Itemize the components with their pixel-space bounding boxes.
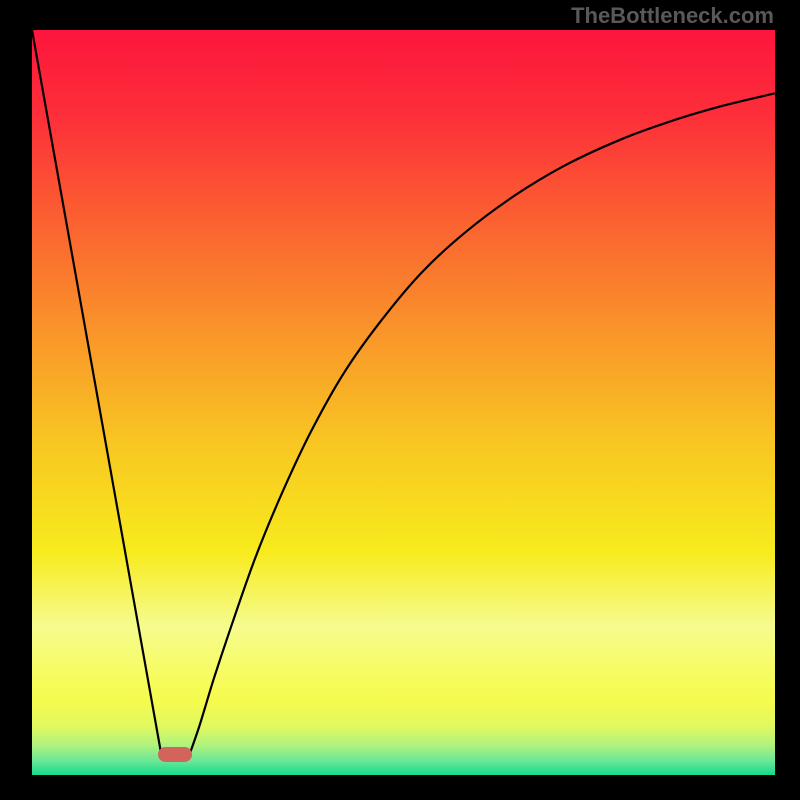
chart-container: { "chart": { "type": "line", "dimensions… xyxy=(0,0,800,800)
plot-area xyxy=(32,30,775,775)
curve-right xyxy=(188,93,775,758)
optimal-marker xyxy=(158,747,192,762)
bottleneck-curve xyxy=(32,30,775,775)
watermark-text: TheBottleneck.com xyxy=(571,3,774,29)
curve-left xyxy=(32,30,162,759)
